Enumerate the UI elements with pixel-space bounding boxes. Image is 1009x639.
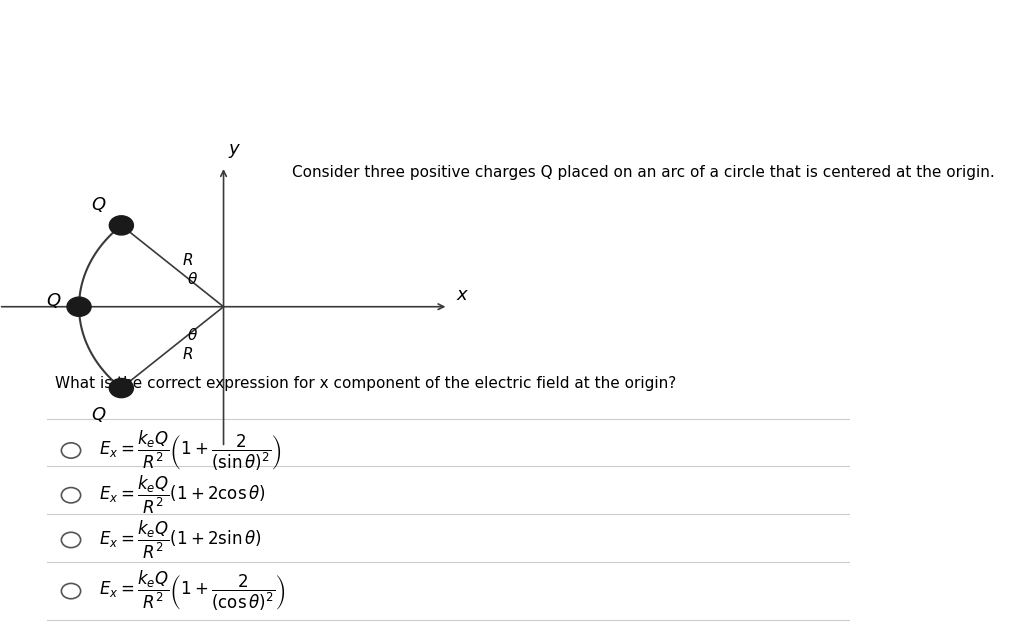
Circle shape xyxy=(109,216,133,235)
Text: $E_x = \dfrac{k_e Q}{R^2}(1 + 2\sin\theta)$: $E_x = \dfrac{k_e Q}{R^2}(1 + 2\sin\thet… xyxy=(99,519,261,561)
Text: $E_x = \dfrac{k_e Q}{R^2}\left(1 + \dfrac{2}{(\sin\theta)^2}\right)$: $E_x = \dfrac{k_e Q}{R^2}\left(1 + \dfra… xyxy=(99,428,282,473)
Text: $\theta$: $\theta$ xyxy=(187,270,198,287)
Text: $Q$: $Q$ xyxy=(92,405,107,424)
Text: $y$: $y$ xyxy=(228,142,241,160)
Text: $R$: $R$ xyxy=(182,346,194,362)
Text: Consider three positive charges Q placed on an arc of a circle that is centered : Consider three positive charges Q placed… xyxy=(292,165,995,180)
Text: $E_x = \dfrac{k_e Q}{R^2}\left(1 + \dfrac{2}{(\cos\theta)^2}\right)$: $E_x = \dfrac{k_e Q}{R^2}\left(1 + \dfra… xyxy=(99,569,286,613)
Text: $Q$: $Q$ xyxy=(92,195,107,214)
Text: $E_x = \dfrac{k_e Q}{R^2}(1 + 2\cos\theta)$: $E_x = \dfrac{k_e Q}{R^2}(1 + 2\cos\thet… xyxy=(99,474,265,516)
Circle shape xyxy=(67,297,91,316)
Text: $\theta$: $\theta$ xyxy=(187,327,198,343)
Text: $x$: $x$ xyxy=(456,286,469,304)
Text: $R$: $R$ xyxy=(182,252,194,268)
Circle shape xyxy=(109,378,133,397)
Text: $Q$: $Q$ xyxy=(46,291,62,311)
Text: What is the correct expression for x component of the electric field at the orig: What is the correct expression for x com… xyxy=(54,376,676,391)
